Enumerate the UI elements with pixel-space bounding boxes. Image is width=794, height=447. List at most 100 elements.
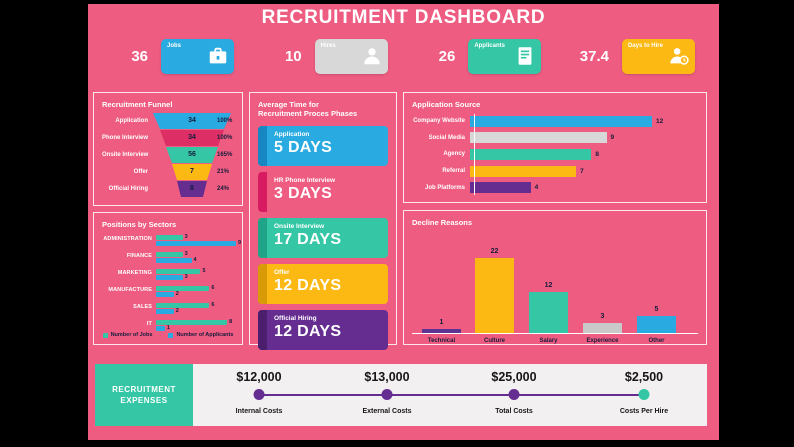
phase-card-value: 17 DAYS — [274, 231, 342, 248]
positions-by-sectors-panel: Positions by Sectors ADMINISTRATION 3 9 FIN… — [93, 212, 243, 345]
source-label: Job Platforms — [424, 184, 465, 191]
funnel-stage-bar: 34 — [153, 113, 231, 129]
kpi-label: Jobs — [167, 42, 182, 49]
decline-reasons-title: Decline Reasons — [412, 218, 473, 227]
expense-label: Internal Costs — [235, 408, 283, 415]
kpi-applicants: 26 Applicants — [423, 37, 542, 75]
sector-bar-value: 6 — [211, 285, 215, 291]
sector-label: MARKETING — [117, 270, 152, 276]
funnel-stage: Onsite Interview 56 165% — [102, 147, 234, 163]
sector-row: FINANCE 3 4 — [102, 250, 234, 267]
funnel-stage: Phone Interview 34 100% — [102, 130, 234, 146]
phase-card: Official Hiring 12 DAYS — [258, 310, 388, 350]
application-source-title: Application Source — [412, 100, 481, 109]
legend-swatch — [102, 332, 108, 338]
funnel-stage-value: 34 — [188, 117, 196, 124]
sector-bar-value: 3 — [184, 274, 188, 280]
sector-row: MANUFACTURE 6 2 — [102, 284, 234, 301]
expense-dot — [381, 389, 393, 400]
sector-row: MARKETING 5 3 — [102, 267, 234, 284]
source-row: Referral 7 — [412, 163, 698, 180]
kpi-value: 10 — [284, 47, 302, 65]
expenses-label-line1: RECRUITMENT — [112, 385, 176, 394]
expense-dot — [253, 389, 265, 400]
source-value: 4 — [534, 184, 539, 192]
source-label: Company Website — [413, 118, 465, 125]
funnel-stage-label: Onsite Interview — [102, 152, 149, 158]
sectors-legend: Number of Jobs Number of Applicants — [94, 332, 242, 338]
phase-card: HR Phone Interview 3 DAYS — [258, 172, 388, 212]
sector-label: ADMINISTRATION — [103, 236, 152, 242]
source-bar — [470, 182, 531, 194]
application-source-panel: Application Source Company Website 12 Soci… — [403, 92, 707, 203]
phase-card-value: 5 DAYS — [274, 139, 333, 156]
kpi-card: Jobs — [161, 38, 234, 74]
sector-bar-applicants — [156, 241, 236, 246]
kpi-card: Days to Hire — [621, 38, 695, 74]
kpi-value: 36 — [131, 47, 148, 65]
phase-card-label: Official Hiring — [274, 315, 317, 322]
funnel-chart: Application 34 100% Phone Interview 34 100% On… — [102, 113, 234, 197]
sector-label: IT — [146, 321, 152, 327]
sector-bar-jobs — [156, 235, 183, 240]
source-row: Agency 8 — [412, 146, 698, 163]
decline-value: 3 — [600, 312, 605, 320]
sector-bar-value: 9 — [238, 240, 242, 246]
briefcase-icon — [207, 45, 229, 67]
expense-dot — [508, 389, 520, 400]
source-bar — [470, 132, 607, 144]
decline-value: 5 — [654, 306, 659, 313]
sector-bar-value: 3 — [184, 251, 188, 257]
kpi-jobs: 36 Jobs — [116, 37, 234, 75]
expense-amount: $2,500 — [624, 370, 664, 384]
funnel-stage-bar: 8 — [177, 181, 207, 197]
decline-value: 12 — [544, 282, 553, 290]
kpi-label: Hires — [320, 42, 336, 49]
kpi-days-to-hire: 37.4 Days to Hire — [577, 37, 695, 75]
funnel-stage-label: Phone Interview — [102, 135, 149, 141]
phase-card-value: 12 DAYS — [274, 277, 342, 294]
person-clock-icon — [668, 45, 690, 67]
funnel-stage-bar: 34 — [160, 130, 224, 146]
funnel-stage-pct: 24% — [217, 186, 230, 192]
expense-dot — [638, 389, 650, 400]
funnel-stage: Offer 7 21% — [102, 164, 234, 180]
expenses-label-line2: EXPENSES — [120, 396, 168, 405]
recruitment-funnel-panel: Recruitment Funnel Application 34 100% Phon… — [93, 92, 243, 206]
sector-bar-applicants — [156, 326, 165, 331]
expense-label: Costs Per Hire — [619, 408, 669, 415]
funnel-title: Recruitment Funnel — [102, 100, 173, 109]
person-icon — [361, 45, 383, 67]
decline-category: Experience — [586, 338, 619, 344]
sector-bar-value: 8 — [229, 319, 233, 325]
funnel-stage-value: 34 — [188, 134, 196, 141]
legend-swatch — [168, 332, 174, 338]
sector-bar-jobs — [156, 286, 210, 291]
sector-bar-value: 1 — [166, 325, 170, 331]
funnel-stage-pct: 100% — [217, 135, 233, 141]
sector-bar-value: 4 — [193, 257, 197, 263]
decline-plot: 1 22 12 3 5 — [412, 233, 698, 334]
funnel-stage-label: Official Hiring — [108, 186, 148, 192]
phase-card-strip — [258, 218, 267, 258]
sector-label: SALES — [133, 304, 152, 310]
sector-bar-jobs — [156, 269, 201, 274]
decline-reasons-panel: Decline Reasons 1 22 12 3 5 Technical Culture S… — [403, 210, 707, 345]
funnel-stage: Application 34 100% — [102, 113, 234, 129]
recruitment-expenses-label: RECRUITMENT EXPENSES — [95, 364, 193, 426]
source-label: Social Media — [428, 134, 465, 141]
source-value: 9 — [610, 134, 615, 142]
source-row: Social Media 9 — [412, 130, 698, 147]
source-bar — [470, 165, 577, 177]
funnel-stage: Official Hiring 8 24% — [102, 181, 234, 197]
kpi-card: Hires — [314, 38, 388, 74]
decline-column — [529, 292, 568, 333]
funnel-stage-pct: 21% — [217, 169, 230, 175]
expenses-line — [259, 394, 644, 396]
sector-row: IT 8 1 — [102, 318, 234, 335]
decline-column — [422, 329, 461, 333]
funnel-stage-pct: 100% — [217, 118, 233, 124]
source-value: 12 — [656, 117, 664, 125]
kpi-value: 37.4 — [579, 47, 609, 65]
